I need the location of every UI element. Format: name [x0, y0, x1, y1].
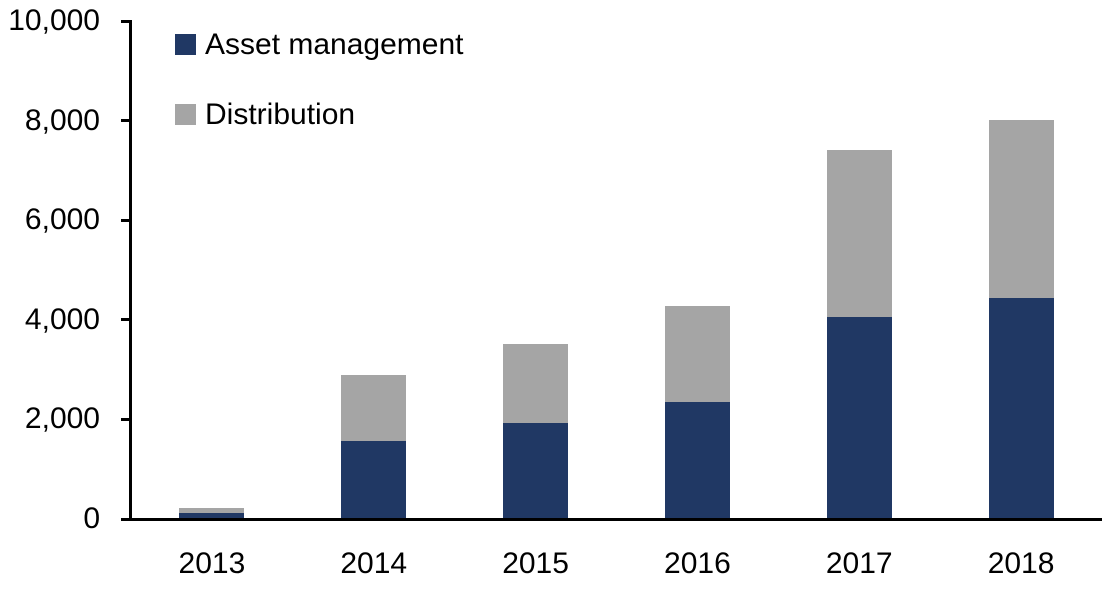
bar-segment-distribution-2016 [664, 306, 730, 403]
y-tick-label: 2,000 [24, 402, 100, 436]
y-axis-line [129, 20, 132, 521]
legend-label-distribution: Distribution [205, 97, 356, 131]
y-tick-label: 6,000 [24, 203, 100, 237]
bar-segment-distribution-2018 [988, 119, 1054, 298]
bar-segment-distribution-2015 [503, 343, 569, 424]
bar-segment-asset-management-2017 [826, 316, 892, 518]
y-tick-mark [121, 417, 130, 421]
x-tick-label-2015: 2015 [502, 547, 569, 580]
y-tick-mark [121, 218, 130, 222]
y-tick-mark [121, 119, 130, 123]
y-tick-mark [121, 318, 130, 322]
x-tick-label-2018: 2018 [987, 547, 1055, 580]
x-axis-line [121, 518, 1102, 521]
legend-item-distribution: Distribution [175, 99, 355, 129]
x-tick-label-2017: 2017 [825, 547, 893, 580]
legend-label-asset-management: Asset management [205, 27, 464, 61]
bar-segment-distribution-2014 [341, 375, 407, 442]
legend-swatch-asset-management [175, 34, 196, 55]
legend-swatch-distribution [175, 104, 196, 125]
bar-segment-distribution-2013 [179, 507, 245, 513]
bar-segment-asset-management-2014 [341, 441, 407, 518]
y-tick-mark [121, 517, 130, 521]
bar-segment-asset-management-2016 [664, 402, 730, 518]
y-tick-label: 0 [83, 502, 100, 535]
y-tick-label: 10,000 [8, 4, 100, 37]
y-tick-mark [121, 19, 130, 23]
x-tick-label-2014: 2014 [340, 547, 408, 580]
bar-segment-distribution-2017 [826, 149, 892, 317]
bar-segment-asset-management-2018 [988, 297, 1054, 518]
y-tick-label: 4,000 [24, 302, 100, 336]
legend-item-asset-management: Asset management [175, 29, 463, 59]
y-tick-label: 8,000 [24, 103, 100, 137]
bar-segment-asset-management-2015 [503, 423, 569, 518]
bar-segment-asset-management-2013 [179, 513, 245, 518]
x-tick-label-2013: 2013 [178, 547, 246, 580]
x-tick-label-2016: 2016 [664, 547, 731, 580]
